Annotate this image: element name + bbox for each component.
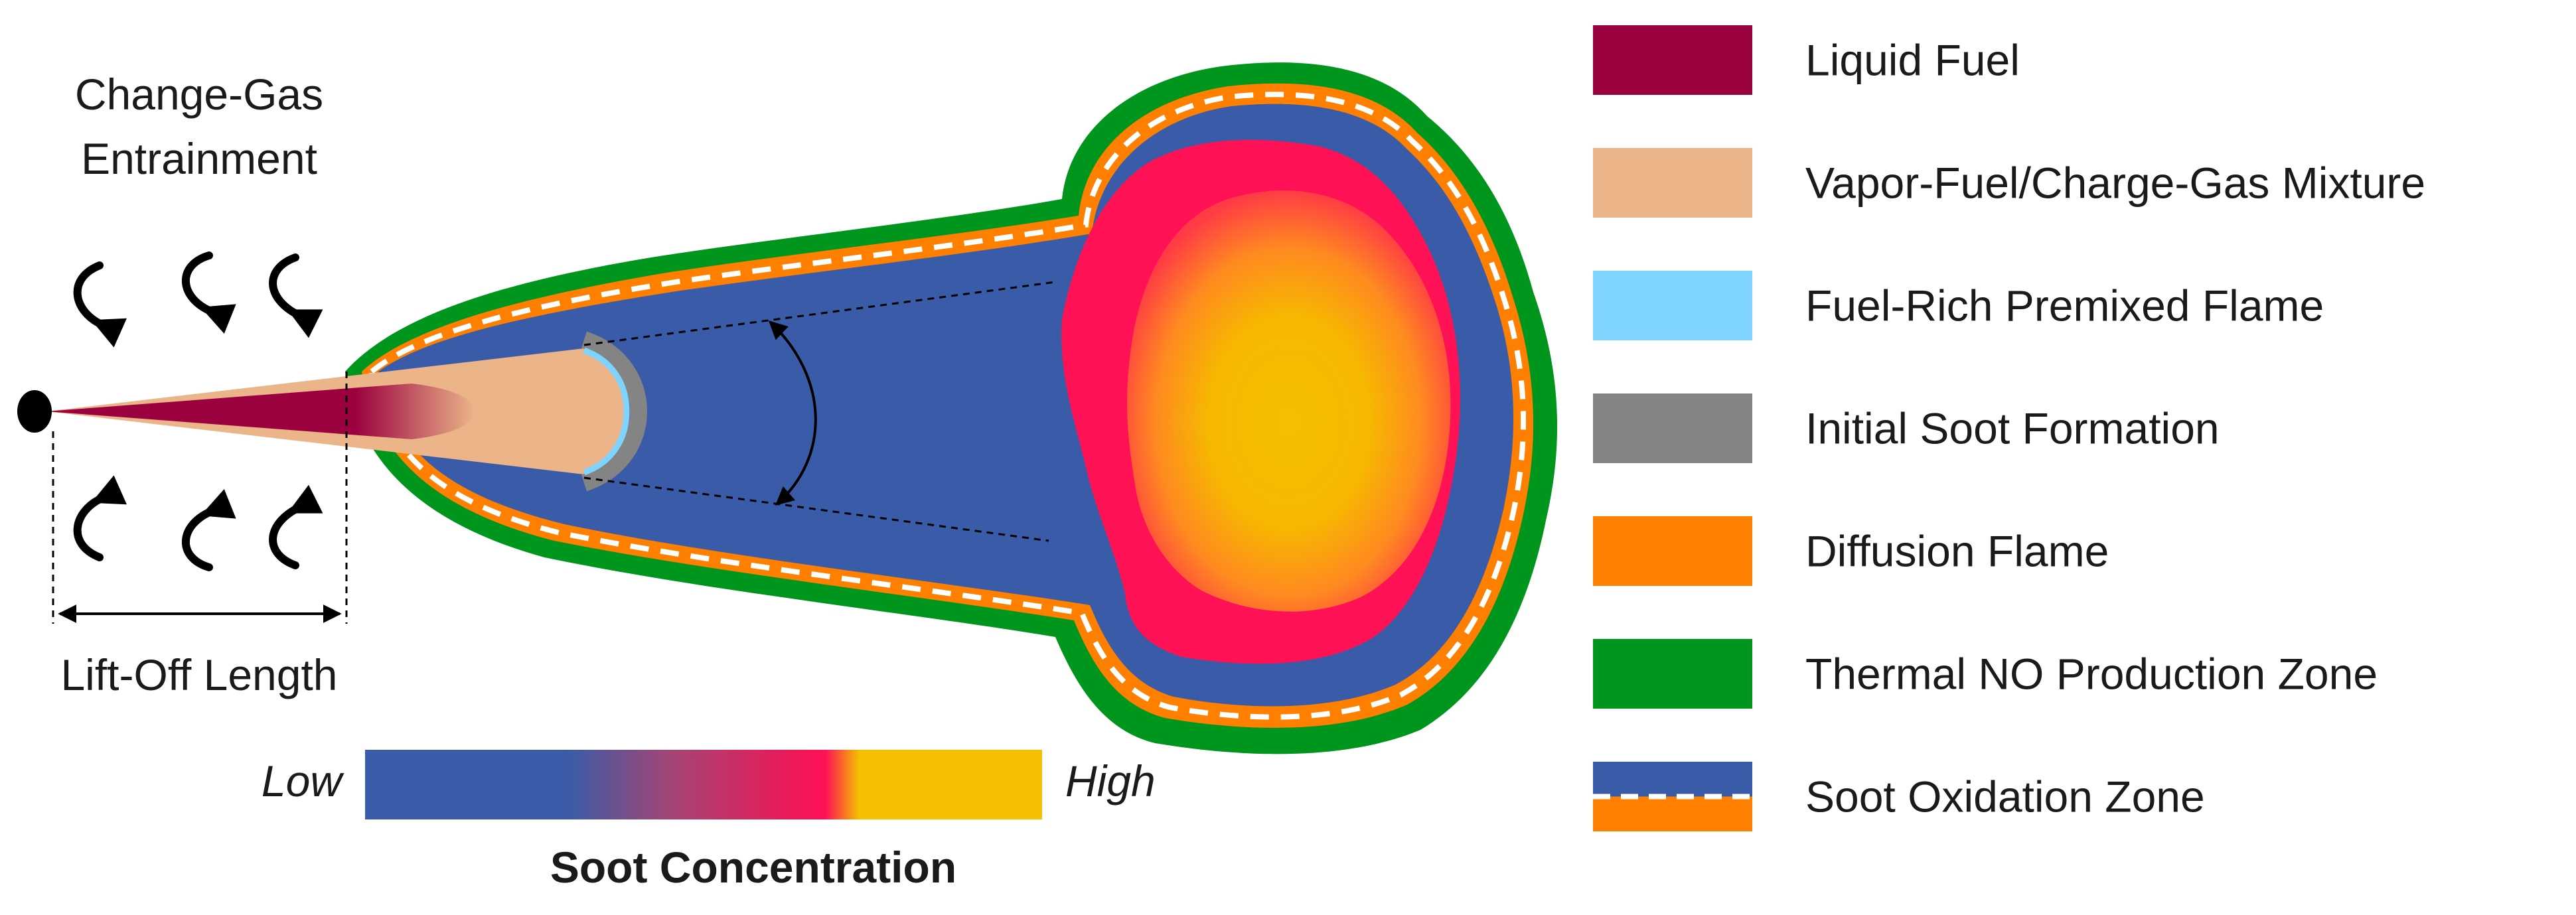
fuel-spray	[17, 331, 648, 492]
scale-title: Soot Concentration	[550, 843, 956, 892]
legend-swatch	[1593, 148, 1752, 218]
legend-label: Soot Oxidation Zone	[1805, 772, 2205, 821]
legend-swatch	[1593, 516, 1752, 586]
initial-soot-formation-ring	[581, 331, 648, 492]
soot-scale: Low High Soot Concentration	[262, 750, 1156, 892]
upper-spread-line	[583, 281, 1056, 346]
entrainment-curl-arrow	[269, 253, 323, 338]
spread-angle-arc	[768, 320, 817, 506]
entrainment-group: Change-Gas Entrainment	[73, 70, 323, 571]
legend-label: Fuel-Rich Premixed Flame	[1805, 281, 2324, 330]
entrainment-curl-arrow	[73, 475, 127, 561]
legend-swatch	[1593, 393, 1752, 463]
legend-item: Initial Soot Formation	[1593, 393, 2220, 463]
legend-label: Vapor-Fuel/Charge-Gas Mixture	[1805, 159, 2425, 208]
entrainment-curl-arrow	[181, 251, 236, 334]
spreading-angle	[583, 281, 1056, 542]
entrainment-label-line2: Entrainment	[81, 134, 317, 183]
legend-label: Liquid Fuel	[1805, 36, 2020, 85]
soot-core	[1127, 190, 1451, 612]
flame-plume	[345, 62, 1558, 754]
entrainment-curl-arrow	[269, 484, 323, 569]
legend-item: Soot Oxidation Zone	[1593, 762, 2205, 831]
legend-item: Vapor-Fuel/Charge-Gas Mixture	[1593, 148, 2425, 218]
legend-swatch-top	[1593, 762, 1752, 797]
legend-swatch	[1593, 25, 1752, 95]
legend-label: Thermal NO Production Zone	[1805, 650, 2378, 699]
entrainment-curl-arrow	[73, 261, 127, 348]
liquid-fuel-core	[46, 384, 475, 439]
legend-item: Fuel-Rich Premixed Flame	[1593, 271, 2324, 340]
legend-label: Initial Soot Formation	[1805, 404, 2220, 453]
oxidation-boundary-dash	[368, 92, 1527, 720]
soot-scale-bar	[365, 750, 1042, 819]
injector-nozzle	[17, 390, 52, 433]
liftoff-length-group: Lift-Off Length	[52, 372, 348, 699]
liftoff-label: Lift-Off Length	[60, 650, 337, 699]
entrainment-label-line1: Change-Gas	[75, 70, 323, 119]
legend-swatch-bottom	[1593, 796, 1752, 831]
scale-low-label: Low	[262, 756, 344, 806]
legend-item: Diffusion Flame	[1593, 516, 2109, 586]
legend-item: Thermal NO Production Zone	[1593, 639, 2378, 709]
legend-label: Diffusion Flame	[1805, 527, 2109, 576]
legend-swatch	[1593, 639, 1752, 709]
premixed-flame-ring	[583, 347, 630, 476]
scale-high-label: High	[1065, 756, 1156, 806]
lower-spread-line	[583, 476, 1049, 542]
legend-item: Liquid Fuel	[1593, 25, 2020, 95]
legend: Liquid Fuel Vapor-Fuel/Charge-Gas Mixture…	[1593, 25, 2425, 831]
legend-swatch	[1593, 271, 1752, 340]
entrainment-curl-arrow	[181, 489, 236, 571]
